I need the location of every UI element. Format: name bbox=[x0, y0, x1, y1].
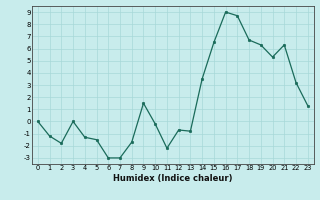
X-axis label: Humidex (Indice chaleur): Humidex (Indice chaleur) bbox=[113, 174, 233, 183]
